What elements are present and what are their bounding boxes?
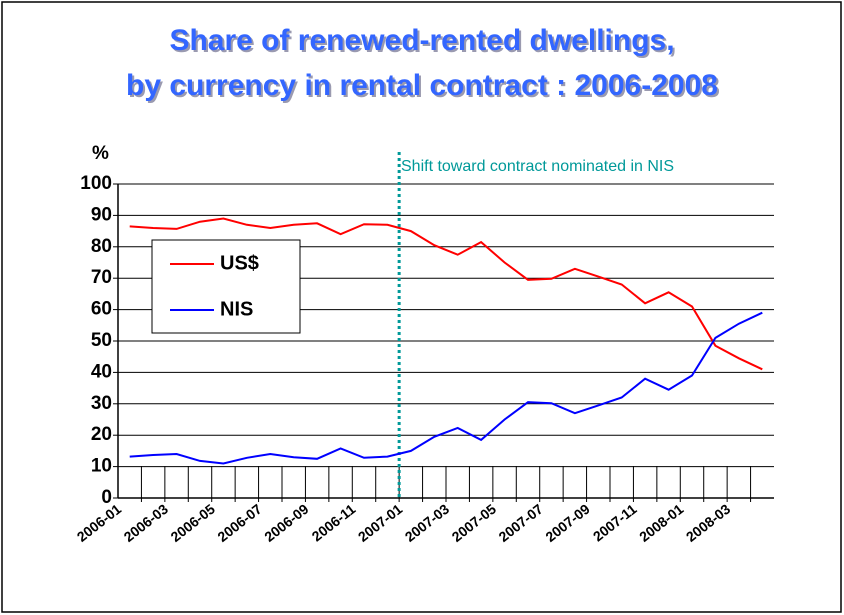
- x-tick-label: 2006-03: [121, 501, 172, 545]
- x-tick-label: 2007-05: [449, 501, 500, 545]
- y-tick-label: 60: [91, 299, 112, 320]
- x-tick-label: 2007-01: [355, 501, 406, 545]
- chart-title: by currency in rental contract : 2006-20…: [126, 69, 718, 102]
- x-tick-label: 2006-07: [214, 501, 265, 545]
- y-tick-label: 100: [80, 173, 112, 194]
- x-tick-label: 2006-09: [261, 501, 312, 545]
- x-tick-label: 2006-05: [167, 501, 218, 545]
- annotation: Shift toward contract nominated in NIS: [401, 158, 674, 175]
- line-series: [129, 311, 763, 465]
- y-axis-label: %: [92, 143, 109, 164]
- x-tick-label: 2008-03: [683, 501, 734, 545]
- y-tick-label: 40: [91, 361, 112, 382]
- title-shadow: Share of renewed-rented dwellings,: [171, 26, 676, 59]
- title-shadow: by currency in rental contract : 2006-20…: [128, 71, 720, 104]
- legend-box: [151, 239, 301, 334]
- x-tick-label: 2007-11: [590, 501, 640, 545]
- x-tick-label: 2007-07: [495, 501, 546, 545]
- y-tick-label: 30: [91, 393, 112, 414]
- x-tick-label: 2007-03: [402, 501, 453, 545]
- x-tick-label: 2006-11: [309, 501, 359, 545]
- x-tick-label: 2007-09: [542, 501, 593, 545]
- y-tick-label: 50: [91, 330, 112, 351]
- legend-label: US$: [220, 252, 259, 274]
- y-tick-label: 20: [91, 424, 112, 445]
- chart-title: Share of renewed-rented dwellings,: [169, 24, 674, 57]
- y-tick-label: 90: [91, 204, 112, 225]
- x-tick-label: 2008-01: [636, 501, 687, 545]
- legend-label: NIS: [220, 298, 253, 320]
- y-tick-label: 80: [91, 236, 112, 257]
- line-series: [129, 217, 763, 371]
- x-tick-label: 2006-01: [74, 501, 125, 545]
- y-tick-label: 70: [91, 267, 112, 288]
- y-tick-label: 0: [101, 487, 112, 508]
- y-tick-label: 10: [91, 456, 112, 477]
